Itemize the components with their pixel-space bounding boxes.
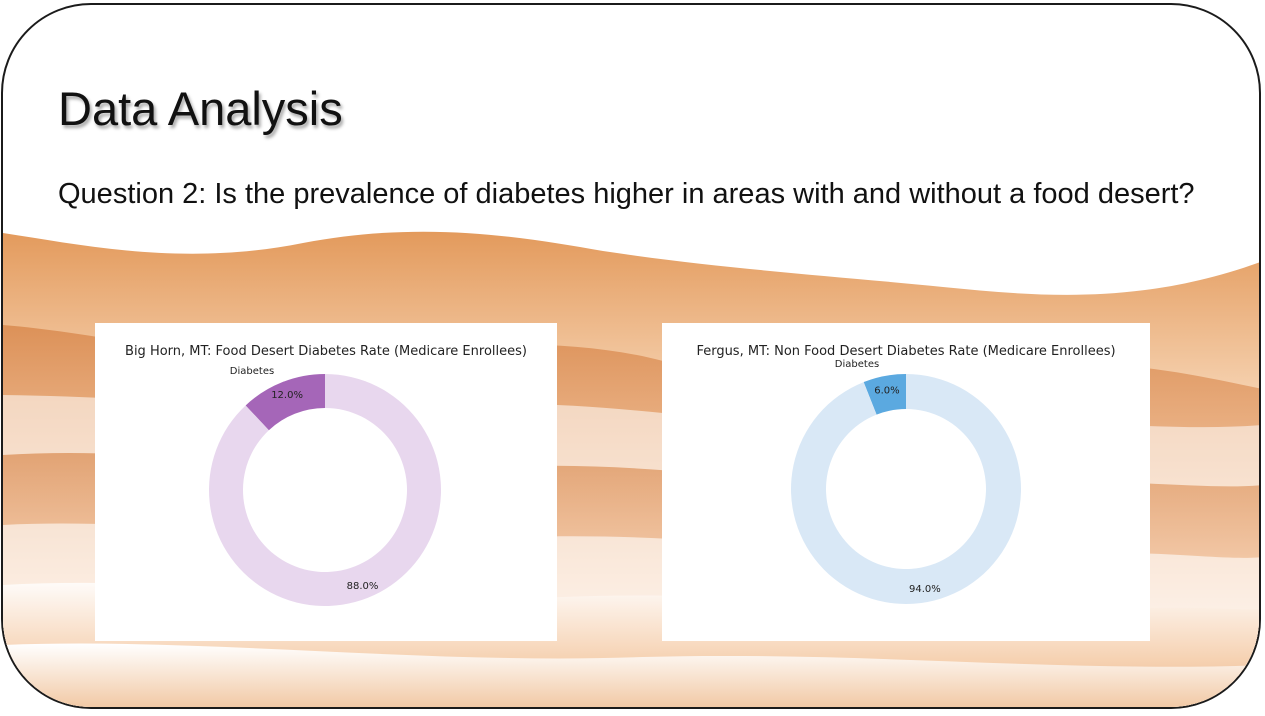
slice-category-label: Diabetes: [230, 366, 274, 377]
slide: Data Analysis Question 2: Is the prevale…: [1, 3, 1261, 709]
chart-panel-big-horn: Big Horn, MT: Food Desert Diabetes Rate …: [95, 323, 557, 641]
slice-value-label: 94.0%: [909, 584, 941, 595]
chart-panel-fergus: Fergus, MT: Non Food Desert Diabetes Rat…: [662, 323, 1150, 641]
donut-slice: [208, 374, 441, 606]
slice-category-label: Diabetes: [835, 359, 879, 370]
donut-slice: [863, 374, 906, 415]
slice-value-label: 88.0%: [347, 581, 379, 592]
donut-chart-big-horn: Big Horn, MT: Food Desert Diabetes Rate …: [125, 344, 527, 606]
chart-title: Fergus, MT: Non Food Desert Diabetes Rat…: [696, 344, 1115, 359]
slide-title: Data Analysis: [58, 82, 343, 135]
chart-title: Big Horn, MT: Food Desert Diabetes Rate …: [125, 344, 527, 359]
donut-slice: [245, 374, 325, 431]
donut-slice: [791, 374, 1021, 604]
slice-value-label: 12.0%: [271, 390, 303, 401]
donut-chart-fergus: Fergus, MT: Non Food Desert Diabetes Rat…: [696, 344, 1116, 604]
slice-value-label: 6.0%: [874, 385, 899, 396]
question-text: Question 2: Is the prevalence of diabete…: [58, 178, 1195, 210]
